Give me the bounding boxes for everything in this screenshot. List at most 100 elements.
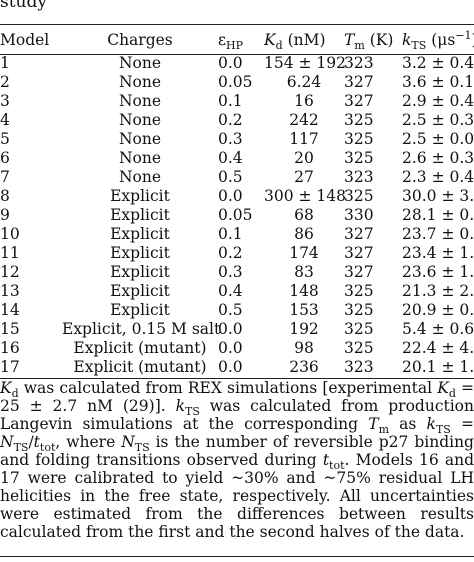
cell-tm: 325 [344, 339, 374, 357]
note-tm-symbol: T [368, 415, 379, 433]
cell-tm: 323 [344, 168, 374, 186]
note-ttot2-sub: tot [329, 459, 345, 473]
cell-charges: Explicit [110, 225, 170, 243]
cell-kd: 300 ± 148 [264, 187, 347, 205]
table-row: 4 None 0.2 242 325 2.5 ± 0.3 [0, 111, 474, 130]
cell-model: 16 [0, 339, 20, 357]
cell-eps: 0.2 [218, 111, 243, 129]
note-kts2-sub: TS [435, 423, 451, 437]
top-rule [0, 24, 474, 25]
cell-tm: 327 [344, 263, 374, 281]
cell-tm: 325 [344, 301, 374, 319]
cell-eps: 0.0 [218, 358, 243, 376]
note-text-8: is the number of reversible p27 binding … [0, 433, 474, 469]
table-row: 11 Explicit 0.2 174 327 23.4 ± 1.6 [0, 244, 474, 263]
header-tm-symbol: T [344, 31, 355, 49]
header-charges: Charges [107, 31, 173, 49]
cell-charges: Explicit [110, 263, 170, 281]
cell-kd: 68 [294, 206, 314, 224]
cell-charges: None [118, 111, 162, 129]
note-text-9: . Models 16 and 17 were calibrated to yi… [0, 451, 474, 541]
cell-kd: 98 [294, 339, 314, 357]
cell-tm: 327 [344, 73, 374, 91]
cell-model: 10 [0, 225, 20, 243]
note-tm-sub: m [378, 423, 390, 437]
note-text-7: , where [55, 433, 122, 451]
cell-charges: Explicit [110, 187, 170, 205]
cell-tm: 325 [344, 187, 374, 205]
cell-kd: 117 [289, 130, 319, 148]
cell-kd: 83 [294, 263, 314, 281]
cell-kd: 148 [289, 282, 319, 300]
cell-kd: 27 [294, 168, 314, 186]
table-row: 2 None 0.05 6.24 327 3.6 ± 0.1 [0, 73, 474, 92]
cell-kts: 23.6 ± 1.9 [402, 263, 474, 281]
cell-tm: 325 [344, 320, 374, 338]
cell-eps: 0.5 [218, 301, 243, 319]
table-row: 15 Explicit, 0.15 M salt 0.0 192 325 5.4 ± 0.… [0, 320, 474, 339]
note-ttot2-symbol: t [322, 451, 330, 469]
header-kts-sub: TS [411, 39, 427, 53]
header-kts: kTS (μs−1) [402, 26, 474, 54]
cell-model: 17 [0, 358, 20, 376]
table-row: 5 None 0.3 117 325 2.5 ± 0.04 [0, 130, 474, 149]
cell-charges: None [118, 168, 162, 186]
cell-kts: 23.4 ± 1.6 [402, 244, 474, 262]
table-body: 1 None 0.0 154 ± 192 323 3.2 ± 0.4 2 None 0.05 6.… [0, 54, 474, 377]
note-text-2: = 25 ± 2.7 nM (29)]. [0, 379, 474, 415]
cell-kd: 192 [289, 320, 319, 338]
cell-charges: None [118, 149, 162, 167]
results-table: Model Charges εHP Kd (nM) Tm (K) kTS (μs… [0, 26, 474, 377]
cell-eps: 0.1 [218, 225, 243, 243]
note-kd-sub: d [11, 387, 19, 401]
note-kts2-symbol: k [426, 415, 436, 433]
cell-model: 11 [0, 244, 20, 262]
table-row: 17 Explicit (mutant) 0.0 236 323 20.1 ± 1.1 [0, 358, 474, 377]
cell-eps: 0.1 [218, 92, 243, 110]
cell-kts: 23.7 ± 0.3 [402, 225, 474, 243]
cell-model: 12 [0, 263, 20, 281]
cell-charges: Explicit, 0.15 M salt [62, 320, 221, 338]
note-kts-symbol: k [175, 397, 185, 415]
header-kd-unit: (nM) [282, 31, 326, 49]
cell-kts: 22.4 ± 4.9 [402, 339, 474, 357]
cell-kts: 3.2 ± 0.4 [402, 54, 474, 72]
header-eps-sub: HP [226, 39, 244, 53]
table-row: 3 None 0.1 16 327 2.9 ± 0.4 [0, 92, 474, 111]
cell-model: 4 [0, 111, 10, 129]
cell-model: 7 [0, 168, 10, 186]
header-kd: Kd (nM) [264, 26, 344, 54]
cell-kd: 153 [289, 301, 319, 319]
note-kd2-symbol: K [437, 379, 449, 397]
cell-eps: 0.2 [218, 244, 243, 262]
cell-eps: 0.5 [218, 168, 243, 186]
cell-kd: 236 [289, 358, 319, 376]
cell-kts: 28.1 ± 0.9 [402, 206, 474, 224]
cell-model: 3 [0, 92, 10, 110]
header-eps: εHP [218, 26, 264, 54]
bottom-rule [0, 556, 474, 557]
cell-tm: 327 [344, 92, 374, 110]
cell-eps: 0.0 [218, 320, 243, 338]
cell-tm: 325 [344, 111, 374, 129]
note-kts-sub: TS [185, 405, 200, 419]
table-row: 12 Explicit 0.3 83 327 23.6 ± 1.9 [0, 263, 474, 282]
cell-eps: 0.4 [218, 282, 243, 300]
cell-tm: 323 [344, 358, 374, 376]
cell-kts: 30.0 ± 3.1 [402, 187, 474, 205]
cell-kd: 154 ± 192 [264, 54, 347, 72]
note-nts-sub: TS [13, 441, 29, 455]
cell-charges: Explicit [110, 282, 170, 300]
header-rule [0, 54, 474, 55]
cell-kts: 20.9 ± 0.7 [402, 301, 474, 319]
cell-tm: 330 [344, 206, 374, 224]
cell-charges: None [118, 73, 162, 91]
note-kd2-sub: d [448, 387, 456, 401]
cell-tm: 327 [344, 225, 374, 243]
header-kts-close: ) [472, 31, 474, 49]
cell-charges: None [118, 130, 162, 148]
note-nts-symbol: N [0, 433, 14, 451]
cell-kd: 86 [294, 225, 314, 243]
table-row: 7 None 0.5 27 323 2.3 ± 0.4 [0, 168, 474, 187]
header-kts-unit: (μs [426, 31, 456, 49]
